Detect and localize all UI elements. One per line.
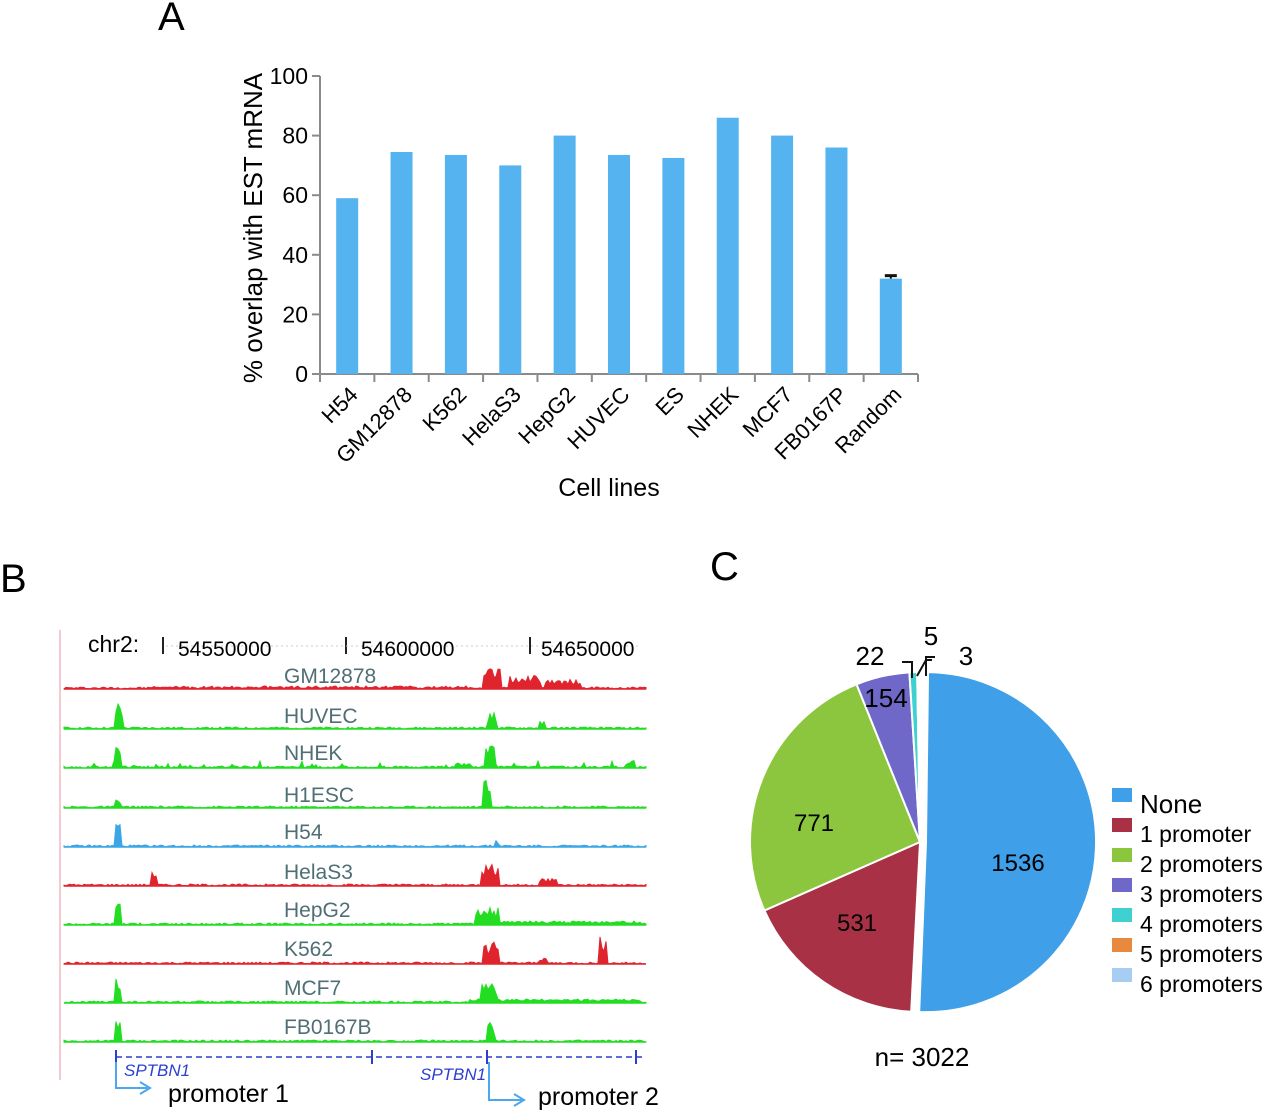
promoter-arrow [115,1062,148,1089]
bar-k562 [444,154,467,374]
track-signal-nhek [63,745,647,769]
x-tick-label: NHEK [682,382,743,443]
slice-label-none: 1536 [991,850,1044,877]
bar-huvec [608,154,630,374]
track-signal-helas3 [63,863,647,887]
pie-slice-none [918,671,1098,1014]
slice-label-6-promoters: 3 [959,641,973,671]
track-signal-huvec [63,702,647,730]
x-tick-label: ES [650,382,688,420]
chrom-label: chr2: [88,631,139,657]
promoter-arrow [488,1062,522,1101]
slice-label-2-promoters: 771 [794,810,834,837]
track-label: K562 [284,938,333,961]
track-signal-h54 [63,823,647,848]
bar-helas3 [499,165,522,374]
coord-label: 54650000 [541,638,634,661]
bar-mcf7 [771,135,794,374]
bar-chart: % overlap with EST mRNA Cell lines 0 20 40… [238,63,919,502]
axes [312,75,919,382]
bar-h54 [336,198,359,374]
track-label: GM12878 [284,665,376,688]
track-label: H1ESC [284,784,354,807]
legend-label: None [1140,789,1202,819]
track-label: FB0167B [284,1016,372,1039]
legend-label: 2 promoters [1140,851,1263,877]
y-tick-label: 60 [282,182,308,208]
track-signal-hepg2 [63,903,647,926]
coord-label: 54600000 [361,638,454,661]
n-label: n= 3022 [875,1042,970,1072]
legend-swatch [1112,818,1132,832]
panel-c-letter: C [710,545,739,589]
legend-label: 6 promoters [1140,971,1263,997]
y-tick-label: 100 [270,63,308,89]
panel-b-letter: B [0,557,27,601]
slice-label-4-promoters: 22 [856,641,885,671]
signal-tracks: GM12878 HUVEC NHEK H1ESC H54 HelaS3 HepG2 K562 M… [63,665,647,1043]
y-tick-label: 0 [295,361,308,387]
leader-line [902,661,913,678]
track-signal-mcf7 [63,978,647,1004]
pie-slice-6-promoters [917,670,921,843]
x-tick-label: HelaS3 [457,382,526,451]
legend-label: 4 promoters [1140,911,1263,937]
track-label: HelaS3 [284,861,353,884]
y-tick-label: 80 [282,123,308,149]
bar-gm12878 [390,151,413,374]
promoter-label: promoter 1 [168,1080,289,1108]
legend-label: 5 promoters [1140,941,1263,967]
legend-swatch [1112,908,1132,922]
pie-slice-2-promoters [749,682,922,912]
y-tick-label: 20 [282,301,308,327]
bar-hepg2 [553,135,576,374]
bar-random [879,278,902,374]
bar-nhek [716,117,739,374]
legend-swatch [1112,848,1132,862]
track-signal-h1esc [63,779,647,809]
leader-line [925,656,935,676]
legend-swatch [1112,878,1132,892]
arrow-head [513,1093,526,1107]
track-label: NHEK [284,742,342,765]
panel-a-letter: A [158,0,185,39]
slice-labels: 1536 531 771 154 22 5 3 [794,621,1045,937]
gene-label: SPTBN1 [124,1061,190,1080]
promoter-label: promoter 2 [538,1083,659,1111]
x-axis-label: Cell lines [558,474,659,502]
track-signal-k562 [63,936,647,965]
track-signal-fb0167b [63,1021,647,1043]
y-tick-label: 40 [282,242,308,268]
legend-label: 1 promoter [1140,821,1252,847]
coord-label: 54550000 [178,638,271,661]
track-label: H54 [284,821,323,844]
track-label: MCF7 [284,977,341,1000]
legend-swatch [1112,968,1132,982]
track-label: HepG2 [284,899,351,922]
arrow-head [139,1081,152,1095]
pie-slice-1-promoter [763,840,922,1013]
slice-label-5-promoters: 5 [924,621,938,651]
track-label: HUVEC [284,705,358,728]
slice-label-1-promoter: 531 [837,910,877,937]
bars [336,117,902,374]
pie-slices [749,670,1098,1014]
legend-swatch [1112,788,1132,802]
legend-label: 3 promoters [1140,881,1263,907]
slice-label-3-promoters: 154 [864,683,907,713]
genome-browser: chr2: 54550000 54600000 54650000 GM12878… [59,630,659,1111]
x-tick-label: H54 [317,382,363,428]
legend-swatch [1112,938,1132,952]
gene-label: SPTBN1 [420,1065,486,1084]
y-axis-label: % overlap with EST mRNA [238,72,268,383]
bar-fb0167p [825,147,848,374]
bar-es [662,157,685,374]
track-signal-gm12878 [63,668,647,690]
gene-model: SPTBN1 SPTBN1 promoter 1 promoter 2 [115,1050,659,1111]
